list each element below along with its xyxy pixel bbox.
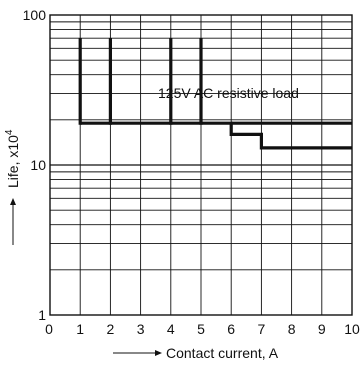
x-tick-label: 0 [45, 321, 53, 337]
y-axis-label-exponent: 4 [4, 129, 15, 135]
x-tick-label: 2 [107, 321, 115, 337]
x-tick-label: 5 [197, 321, 205, 337]
y-tick-label: 100 [23, 7, 47, 23]
y-axis-arrow-head [10, 198, 16, 205]
x-axis-label: Contact current, A [166, 345, 279, 361]
annotation-label: 125V AC resistive load [158, 85, 299, 101]
x-axis-arrow-head [155, 350, 162, 356]
y-tick-label: 1 [38, 307, 46, 323]
data-series [78, 38, 352, 150]
y-axis-title: Life, x104 [4, 129, 21, 245]
y-axis-label: Life, x104 [4, 129, 21, 188]
x-tick-label: 7 [258, 321, 266, 337]
x-tick-label: 6 [227, 321, 235, 337]
x-axis-title: Contact current, A [113, 345, 279, 361]
x-tick-label: 4 [167, 321, 175, 337]
y-tick-label: 10 [30, 157, 46, 173]
x-tick-label: 8 [288, 321, 296, 337]
x-tick-label: 9 [318, 321, 326, 337]
y-axis-label-base: Life, x10 [5, 135, 21, 188]
plot-border [49, 14, 353, 316]
plot-frame [49, 14, 353, 316]
x-tick-label: 10 [344, 321, 360, 337]
life-step-line [80, 121, 352, 150]
x-tick-label: 1 [76, 321, 84, 337]
x-tick-label: 3 [137, 321, 145, 337]
